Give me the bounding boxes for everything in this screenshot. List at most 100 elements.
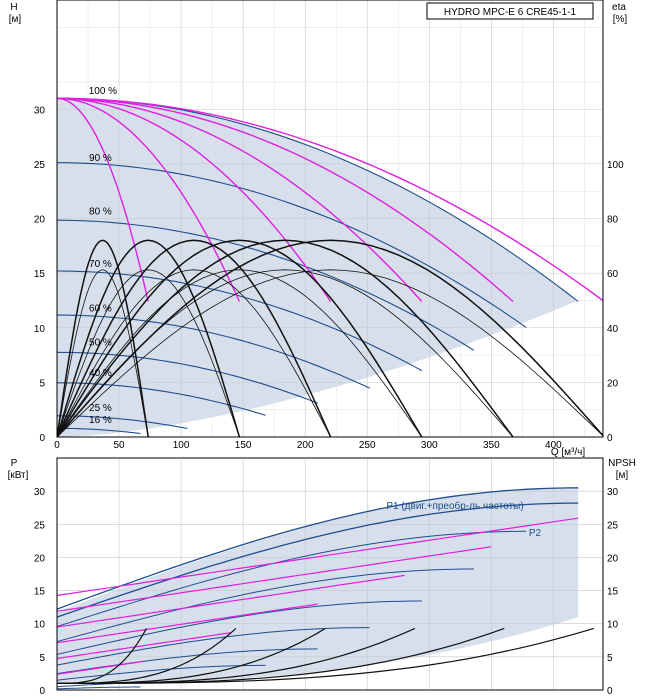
pump-curve-5 (57, 97, 514, 303)
y-tick-label-10: 10 (34, 324, 46, 335)
y-tick-label-20: 20 (34, 215, 46, 226)
speed-label: 25 % (89, 403, 112, 414)
speed-label: 50 % (89, 337, 112, 348)
power-speed-curve-70 (57, 600, 422, 655)
y-tick-label-0: 0 (39, 433, 45, 444)
x-tick-label-50: 50 (113, 440, 125, 451)
speed-label: 80 % (89, 206, 112, 217)
p-tick-label-0: 0 (39, 686, 45, 697)
power-speed-curve-40 (57, 664, 266, 681)
pump-curve-6 (57, 97, 603, 302)
p1-curve (57, 487, 579, 610)
pump-power-curve-5 (57, 546, 492, 612)
eta-curve-4-1 (57, 269, 423, 437)
eta-curve-3-0 (57, 239, 332, 437)
y2-axis-label-npsh: NPSH (608, 458, 636, 469)
eta-curve-6-1 (57, 269, 603, 437)
y-tick-label-15: 15 (34, 269, 46, 280)
speed-label: 40 % (89, 368, 112, 379)
y-axis-unit-h: [м] (9, 14, 22, 25)
operating-envelope (57, 98, 579, 438)
p2-curve (57, 502, 579, 618)
speed-label: 16 % (89, 415, 112, 426)
npsh-tick-label-5: 5 (607, 653, 613, 664)
speed-label: 100 % (89, 86, 117, 97)
npsh-tick-label-0: 0 (607, 686, 613, 697)
x-tick-label-400: 400 (545, 440, 562, 451)
y2-tick-label-40: 40 (607, 324, 619, 335)
power-speed-curve-60 (57, 627, 370, 666)
speed-curve-90 (57, 162, 527, 328)
power-envelope (57, 487, 579, 684)
head-chart: 0 50 100 150 200 250 300 350 4000510152025300204… (34, 0, 624, 451)
p-tick-label-20: 20 (34, 553, 46, 564)
curve-group (57, 97, 603, 437)
pump-power-curve-3 (57, 603, 318, 644)
y2-axis-unit-npsh: [м] (616, 470, 629, 481)
pump-curve-1 (57, 97, 149, 302)
speed-curve-80 (57, 219, 475, 351)
p2-label: P2 (529, 528, 542, 539)
y2-axis-label-eta: eta (612, 2, 626, 13)
y-axis-label-p: P (11, 458, 18, 469)
pump-power-curve-4 (57, 574, 405, 628)
p-tick-label-10: 10 (34, 620, 46, 631)
eta-curve-3-1 (57, 269, 331, 437)
chart-title: HYDRO MPC-E 6 CRE45-1-1 (444, 7, 577, 18)
speed-curve-70 (57, 270, 423, 372)
x-tick-label-0: 0 (54, 440, 60, 451)
npsh-curve-6 (57, 627, 594, 684)
npsh-tick-label-10: 10 (607, 620, 619, 631)
y2-tick-label-100: 100 (607, 160, 624, 171)
eta-curve-6-0 (57, 239, 603, 437)
pump-curve-4 (57, 97, 423, 302)
p-tick-label-15: 15 (34, 587, 46, 598)
speed-curve-60 (57, 314, 370, 389)
x-axis-label-q: Q [м³/ч] (551, 447, 586, 458)
power-speed-curve-90 (57, 530, 527, 627)
chart-title-box: HYDRO MPC-E 6 CRE45-1-1 (426, 2, 594, 20)
y2-tick-label-80: 80 (607, 215, 619, 226)
y-tick-label-30: 30 (34, 105, 46, 116)
x-tick-label-300: 300 (421, 440, 438, 451)
eta-curve-4-0 (57, 239, 423, 437)
pump-curve-3 (57, 97, 332, 302)
y-axis-unit-p: [кВт] (8, 470, 29, 481)
npsh-tick-label-30: 30 (607, 487, 619, 498)
top-plot-frame (56, 0, 604, 438)
y2-axis-unit-eta: [%] (613, 14, 628, 25)
eta-curve-5-0 (57, 239, 514, 437)
pump-power-curve-1 (57, 660, 144, 675)
p1-label: P1 (двиг.+преобр-ль частоты) (386, 500, 523, 512)
chart-labels: H [м] eta [%] Q [м³/ч] P [кВт] NPSH [м] … (8, 2, 636, 539)
npsh-tick-label-25: 25 (607, 520, 619, 531)
x-tick-label-100: 100 (173, 440, 190, 451)
power-chart: 0 5 10 15 20 25 30 0 5 10 15 20 25 30 (34, 457, 619, 697)
x-tick-label-250: 250 (359, 440, 376, 451)
pump-curve-2 (57, 97, 241, 302)
pump-power-curve-2 (57, 632, 231, 660)
power-speed-curve-80 (57, 568, 474, 643)
p-tick-label-5: 5 (39, 653, 45, 664)
bottom-curve-group (57, 487, 594, 690)
y2-tick-label-20: 20 (607, 378, 619, 389)
y2-tick-label-60: 60 (607, 269, 619, 280)
npsh-tick-label-20: 20 (607, 553, 619, 564)
p-tick-label-30: 30 (34, 487, 46, 498)
x-tick-label-150: 150 (235, 440, 252, 451)
speed-curve-16 (57, 427, 141, 435)
p-tick-label-25: 25 (34, 520, 46, 531)
speed-label: 90 % (89, 153, 112, 164)
y-tick-label-5: 5 (39, 378, 45, 389)
x-tick-label-200: 200 (297, 440, 314, 451)
eta-curve-2-0 (57, 239, 241, 437)
x-tick-label-350: 350 (483, 440, 500, 451)
y-tick-label-25: 25 (34, 160, 46, 171)
speed-curve-50 (57, 351, 318, 404)
y2-tick-label-0: 0 (607, 433, 613, 444)
speed-label: 70 % (89, 259, 112, 270)
bottom-plot-frame (56, 457, 604, 691)
power-speed-curve-16 (57, 686, 141, 690)
npsh-tick-label-15: 15 (607, 587, 619, 598)
